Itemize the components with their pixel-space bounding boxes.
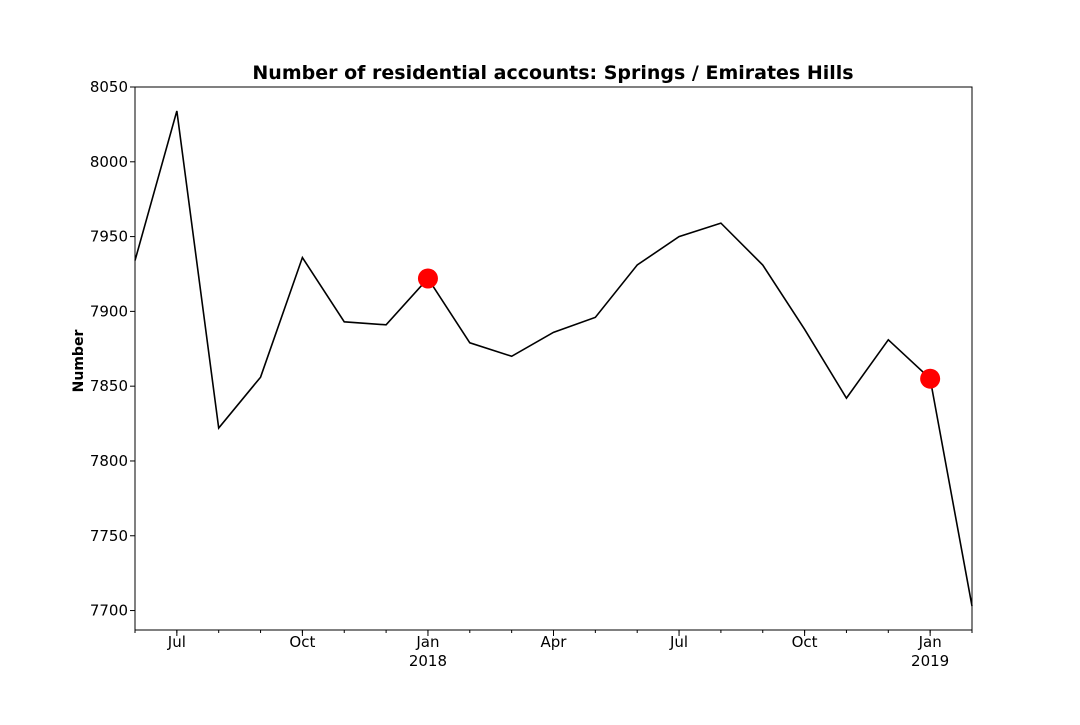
x-tick-label: Jul [669, 633, 688, 651]
highlight-point [417, 268, 438, 289]
y-tick-label: 7800 [90, 452, 128, 470]
x-tick-label: Jan [415, 633, 439, 651]
chart-title: Number of residential accounts: Springs … [252, 62, 853, 84]
y-tick-label: 7700 [90, 602, 128, 620]
x-tick-label: Oct [289, 633, 315, 651]
y-tick-label: 7850 [90, 377, 128, 395]
y-axis-label: Number [71, 330, 87, 393]
x-tick-label: Jan [918, 633, 942, 651]
series-layer [134, 110, 973, 607]
y-tick-label: 7900 [90, 302, 128, 320]
y-tick-label: 7750 [90, 527, 128, 545]
plot-frame [134, 86, 973, 631]
x-tick-label: Jul [167, 633, 186, 651]
y-tick-label: 8000 [90, 153, 128, 171]
x-tick-label: Apr [541, 633, 568, 651]
highlight-point [920, 368, 941, 389]
y-tick-label: 7950 [90, 228, 128, 246]
y-tick-label: 8050 [90, 78, 128, 96]
highlight-layer [417, 268, 941, 389]
x-tick-label: Oct [792, 633, 818, 651]
ticks-layer: 7700 7750 7800 7850 7900 7950 8000 8050 Jul Oct Ja… [90, 78, 973, 670]
x-tick-year-label: 2019 [911, 652, 949, 670]
x-tick-year-label: 2018 [409, 652, 447, 670]
series-line [134, 110, 973, 607]
